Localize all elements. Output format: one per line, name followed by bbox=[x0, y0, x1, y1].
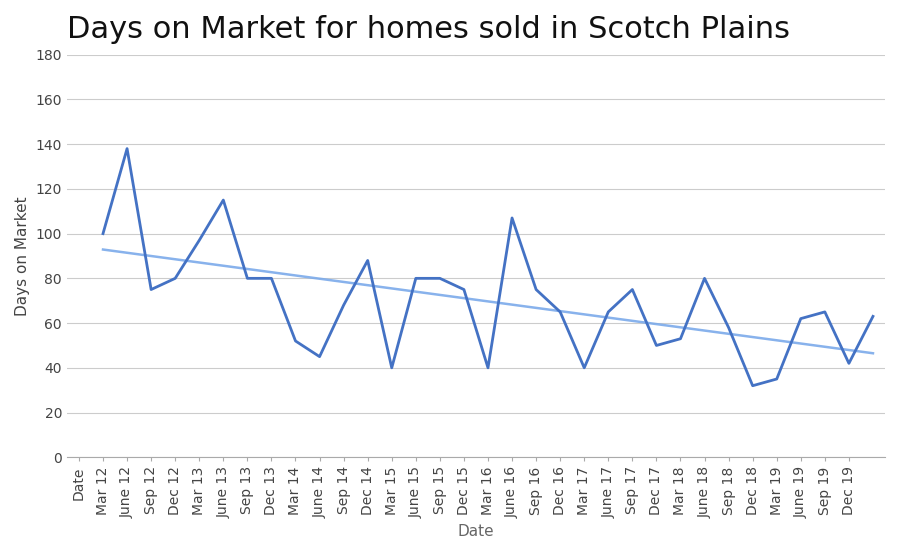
Y-axis label: Days on Market: Days on Market bbox=[15, 196, 30, 316]
Text: Days on Market for homes sold in Scotch Plains: Days on Market for homes sold in Scotch … bbox=[67, 15, 790, 44]
X-axis label: Date: Date bbox=[457, 524, 494, 539]
